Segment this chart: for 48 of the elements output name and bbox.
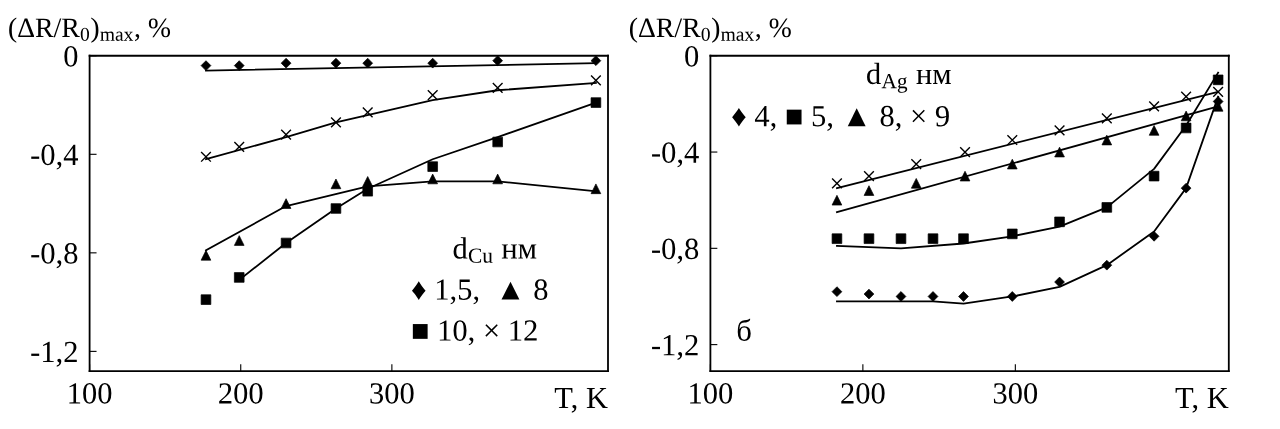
point [831,177,843,189]
x-tick-label: 100 [69,383,112,404]
point [362,106,374,118]
x-tick-label: 300 [993,383,1038,404]
y-tick-label: -1,2 [31,341,77,367]
annotation: ♦ 4, ■ 5, ▲ 8, × 9 [732,105,949,131]
point [1148,100,1160,112]
point [1212,74,1224,86]
point [427,89,439,101]
point [330,116,342,128]
point [233,141,245,153]
point [863,233,875,244]
point [910,158,922,170]
point [590,74,602,86]
annotation: ■ 10, × 12 [412,320,537,346]
x-tick-label: 200 [219,383,263,404]
point [1212,86,1224,98]
y-tick-label: -0,4 [31,144,79,170]
annotation: б [737,318,751,341]
annotation: ♦ 1,5, ▲ 8 [411,279,548,305]
y-tick-label: 0 [64,46,78,67]
x-axis-title: T, K [1175,388,1229,413]
point [1006,134,1018,146]
point [1054,124,1066,136]
point [1180,91,1192,103]
y-tick-label: -0,8 [31,243,78,269]
y-axis-title: (ΔR/R$_{0}$)$_{max}$, % [629,17,791,43]
x-axis-title: T, K [554,388,608,413]
point [200,151,212,163]
x-tick-label: 200 [841,383,885,404]
point [863,170,875,182]
point [492,82,504,94]
y-tick-label: -1,2 [652,334,698,360]
point [280,129,292,141]
x-tick-label: 300 [370,383,414,404]
y-tick-label: -0,8 [652,238,699,264]
point [492,136,503,148]
y-tick-label: -0,4 [652,142,699,168]
annotation: d$_{Ag}$ нм [867,62,951,93]
annotation: d$_{Cu}$ нм [453,237,537,263]
x-tick-label: 100 [690,383,733,404]
y-tick-label: 0 [685,46,699,67]
point [280,237,292,249]
point [1007,228,1018,240]
point [959,146,971,158]
point [831,233,843,244]
point [1101,112,1113,124]
y-axis-title: (ΔR/R$_{0}$)$_{max}$, % [9,17,171,43]
